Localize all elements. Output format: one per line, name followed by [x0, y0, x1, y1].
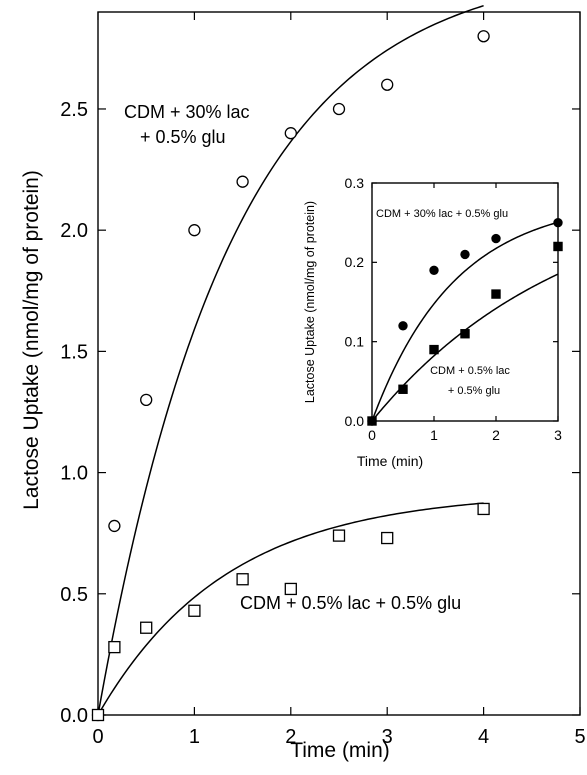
main-series1-point: [140, 393, 153, 407]
main-series1-point: [381, 78, 394, 91]
inset-series1-point: [491, 233, 501, 244]
main-ytick-label: 2.5: [60, 99, 88, 121]
inset-tick-labels: 0 1 2 3 0.0 0.1 0.2 0.3: [345, 175, 563, 443]
main-series2-point: [108, 640, 121, 654]
main-series1-point: [108, 519, 121, 533]
main-ytick-label: 2.0: [60, 220, 88, 242]
main-series2-point: [140, 621, 153, 634]
annotation-series2: CDM + 0.5% lac + 0.5% glu: [240, 593, 461, 613]
inset-series2-point: [367, 416, 377, 426]
main-tick-labels: 0 1 2 3 4 5 0.0 0.5 1.0 1.5 2.0 2.5: [60, 99, 585, 748]
main-y-axis-label: Lactose Uptake (nmol/mg of protein): [20, 170, 43, 510]
main-xtick-label: 0: [92, 726, 103, 748]
main-series1-fit-line: [97, 4, 484, 716]
main-series2-point: [284, 582, 297, 596]
inset-ytick-label: 0.0: [345, 413, 365, 429]
inset-series2-point: [491, 289, 501, 299]
inset-xtick-label: 0: [368, 427, 376, 443]
main-series2-point: [477, 502, 490, 516]
inset-xtick-label: 1: [430, 427, 438, 443]
inset-series2-point: [398, 384, 408, 394]
main-xtick-label: 4: [478, 726, 489, 748]
inset-axis-ticks: [371, 182, 559, 422]
main-x-axis-label: Time (min): [290, 739, 390, 762]
inset-xtick-label: 3: [554, 427, 562, 443]
inset-series1-point: [460, 249, 470, 260]
annotation-series1-line2: + 0.5% glu: [140, 127, 226, 147]
main-series2-fit-line: [97, 502, 484, 716]
main-series1-point: [188, 224, 201, 237]
inset-series1-fit-line: [371, 221, 559, 422]
main-ytick-label: 1.5: [60, 341, 88, 363]
main-ytick-label: 1.0: [60, 463, 88, 485]
main-series1-point: [332, 102, 346, 116]
main-series2-point: [91, 708, 105, 722]
inset-annotation-series2-line2: + 0.5% glu: [448, 385, 500, 397]
inset-data-points: [367, 217, 563, 426]
inset-ytick-label: 0.3: [345, 175, 365, 191]
main-series2-point: [188, 604, 201, 617]
main-axes-box: [97, 11, 581, 716]
inset-series1-point: [429, 265, 439, 275]
inset-background: [372, 183, 558, 421]
inset-series2-point: [460, 329, 470, 339]
main-series1-point: [477, 30, 490, 43]
inset-x-axis-label: Time (min): [357, 453, 423, 469]
inset-y-axis-label: Lactose Uptake (nmol/mg of protein): [303, 201, 317, 403]
main-plot-frame: [97, 11, 581, 716]
main-series2-point: [236, 573, 249, 586]
annotation-series1-line1: CDM + 30% lac: [124, 102, 250, 122]
main-series2-point: [332, 529, 346, 542]
inset-ytick-label: 0.2: [345, 254, 365, 270]
main-xtick-label: 3: [382, 726, 393, 748]
inset-series2-point: [553, 241, 563, 252]
main-series1-point: [236, 175, 249, 188]
inset-ytick-label: 0.1: [345, 334, 365, 350]
inset-series1-point: [553, 217, 563, 228]
inset-series1-point: [398, 321, 408, 331]
main-ytick-label: 0.5: [60, 584, 88, 606]
main-xtick-label: 1: [189, 726, 200, 748]
inset-annotation-series2-line1: CDM + 0.5% lac: [430, 365, 510, 377]
main-series2-point: [381, 531, 394, 545]
inset-plot-frame: [371, 182, 559, 422]
inset-axes-box: [371, 182, 559, 422]
inset-series2-point: [429, 344, 439, 355]
inset-annotation-series1: CDM + 30% lac + 0.5% glu: [376, 208, 508, 220]
inset-xtick-label: 2: [492, 427, 500, 443]
main-xtick-label: 5: [574, 726, 585, 748]
main-series1-point: [284, 127, 297, 140]
main-fit-curves: [97, 4, 484, 716]
main-ytick-label: 0.0: [60, 705, 88, 727]
main-data-points: [91, 30, 490, 722]
main-xtick-label: 2: [285, 726, 296, 748]
